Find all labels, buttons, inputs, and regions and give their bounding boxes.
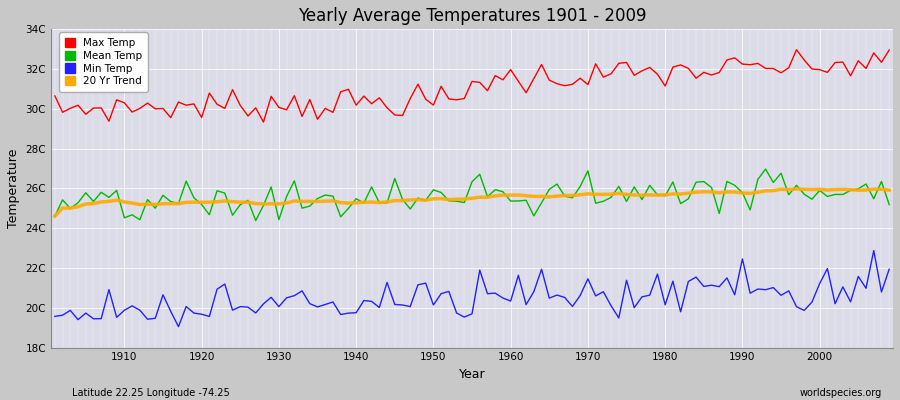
20 Yr Trend	[791, 186, 802, 191]
20 Yr Trend	[328, 198, 338, 203]
Min Temp	[884, 267, 895, 272]
Legend: Max Temp, Mean Temp, Min Temp, 20 Yr Trend: Max Temp, Mean Temp, Min Temp, 20 Yr Tre…	[59, 32, 148, 92]
Max Temp	[258, 120, 269, 124]
Min Temp	[513, 273, 524, 278]
Mean Temp	[505, 199, 516, 204]
Max Temp	[791, 47, 802, 52]
Mean Temp	[250, 218, 261, 223]
Mean Temp	[289, 178, 300, 183]
20 Yr Trend	[50, 214, 60, 218]
20 Yr Trend	[598, 192, 608, 197]
20 Yr Trend	[884, 188, 895, 192]
Max Temp	[505, 67, 516, 72]
Max Temp	[50, 94, 60, 98]
X-axis label: Year: Year	[459, 368, 485, 381]
Mean Temp	[50, 214, 60, 218]
Line: Mean Temp: Mean Temp	[55, 169, 889, 221]
Y-axis label: Temperature: Temperature	[7, 149, 20, 228]
Mean Temp	[760, 167, 771, 172]
Title: Yearly Average Temperatures 1901 - 2009: Yearly Average Temperatures 1901 - 2009	[298, 7, 646, 25]
Mean Temp	[336, 214, 346, 219]
Min Temp	[505, 299, 516, 304]
20 Yr Trend	[281, 200, 292, 205]
Text: Latitude 22.25 Longitude -74.25: Latitude 22.25 Longitude -74.25	[72, 388, 230, 398]
Max Temp	[336, 89, 346, 94]
Min Temp	[606, 303, 616, 308]
Max Temp	[884, 48, 895, 52]
Min Temp	[50, 314, 60, 319]
Min Temp	[336, 312, 346, 317]
20 Yr Trend	[112, 198, 122, 202]
Max Temp	[513, 79, 524, 84]
Line: Min Temp: Min Temp	[55, 250, 889, 327]
Line: 20 Yr Trend: 20 Yr Trend	[55, 189, 889, 216]
Mean Temp	[513, 198, 524, 203]
Max Temp	[289, 93, 300, 98]
20 Yr Trend	[498, 193, 508, 198]
Min Temp	[173, 324, 184, 329]
Mean Temp	[606, 195, 616, 200]
Min Temp	[289, 293, 300, 298]
Text: worldspecies.org: worldspecies.org	[800, 388, 882, 398]
Max Temp	[112, 97, 122, 102]
Mean Temp	[112, 188, 122, 193]
Min Temp	[112, 315, 122, 320]
Min Temp	[868, 248, 879, 253]
Line: Max Temp: Max Temp	[55, 50, 889, 122]
Mean Temp	[884, 202, 895, 207]
20 Yr Trend	[505, 193, 516, 198]
Max Temp	[606, 72, 616, 76]
